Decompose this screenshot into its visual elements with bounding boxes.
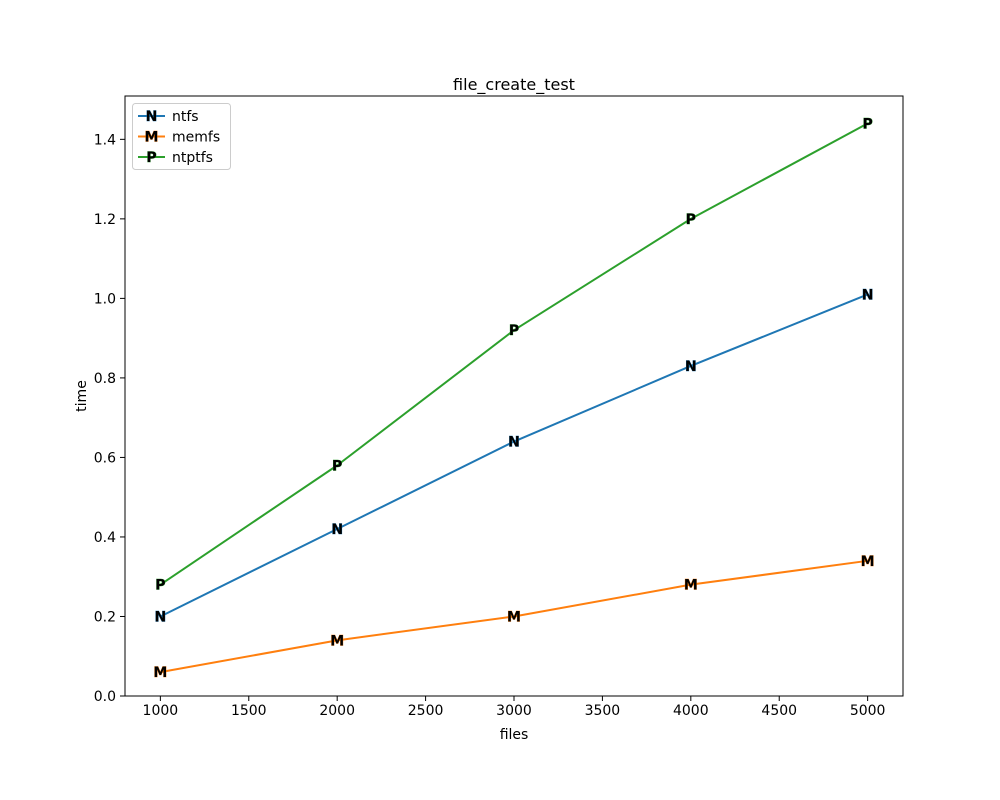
marker-ntptfs: P	[863, 116, 873, 132]
y-tick-label: 0.4	[94, 530, 116, 546]
legend-marker-ntptfs: P	[146, 150, 156, 166]
x-tick-label: 2500	[408, 703, 444, 719]
legend-label-ntfs: ntfs	[172, 109, 199, 125]
y-tick-label: 0.2	[94, 609, 116, 625]
series-line-ntptfs	[159, 122, 869, 586]
marker-memfs: M	[684, 578, 698, 594]
marker-memfs: M	[861, 554, 875, 570]
y-tick-label: 1.4	[94, 132, 116, 148]
series-layer: N N N N N M M M M M P P P P P	[153, 116, 875, 681]
x-tick-label: 1500	[231, 703, 267, 719]
legend-marker-ntfs: N	[146, 109, 158, 125]
x-tick-label: 1000	[143, 703, 179, 719]
x-tick-label: 4500	[761, 703, 797, 719]
x-axis-label: files	[500, 727, 529, 743]
legend-marker-memfs: M	[145, 130, 159, 146]
marker-ntfs: N	[331, 522, 343, 538]
chart-title: file_create_test	[453, 75, 575, 95]
x-tick-label: 2000	[319, 703, 355, 719]
marker-memfs: M	[330, 633, 344, 649]
y-tick-label: 0.0	[94, 689, 116, 705]
marker-ntptfs: P	[686, 212, 696, 228]
y-tick-label: 1.0	[94, 291, 116, 307]
series-line-memfs	[159, 559, 869, 674]
marker-ntptfs: P	[332, 458, 342, 474]
legend-label-memfs: memfs	[172, 130, 220, 146]
y-axis-label: time	[74, 380, 90, 412]
marker-ntfs: N	[685, 359, 697, 375]
y-tick-label: 1.2	[94, 212, 116, 228]
y-tick-label: 0.6	[94, 450, 116, 466]
x-tick-label: 4000	[673, 703, 709, 719]
legend-label-ntptfs: ntptfs	[172, 150, 213, 166]
x-tick-label: 3500	[585, 703, 621, 719]
x-tick-label: 5000	[850, 703, 886, 719]
marker-ntfs: N	[862, 287, 874, 303]
axes-layer: 1000 1500 2000 2500 3000 3500 4000 4500 5000 0.0 0…	[94, 95, 904, 719]
series-line-ntfs	[159, 293, 869, 618]
legend-box	[132, 103, 231, 170]
marker-memfs: M	[153, 665, 167, 681]
y-tick-label: 0.8	[94, 371, 116, 387]
x-tick-label: 3000	[496, 703, 532, 719]
plot-border	[124, 95, 904, 697]
marker-ntptfs: P	[509, 323, 519, 339]
marker-ntfs: N	[508, 435, 520, 451]
marker-ntptfs: P	[155, 578, 165, 594]
marker-ntfs: N	[155, 609, 167, 625]
marker-memfs: M	[507, 609, 521, 625]
